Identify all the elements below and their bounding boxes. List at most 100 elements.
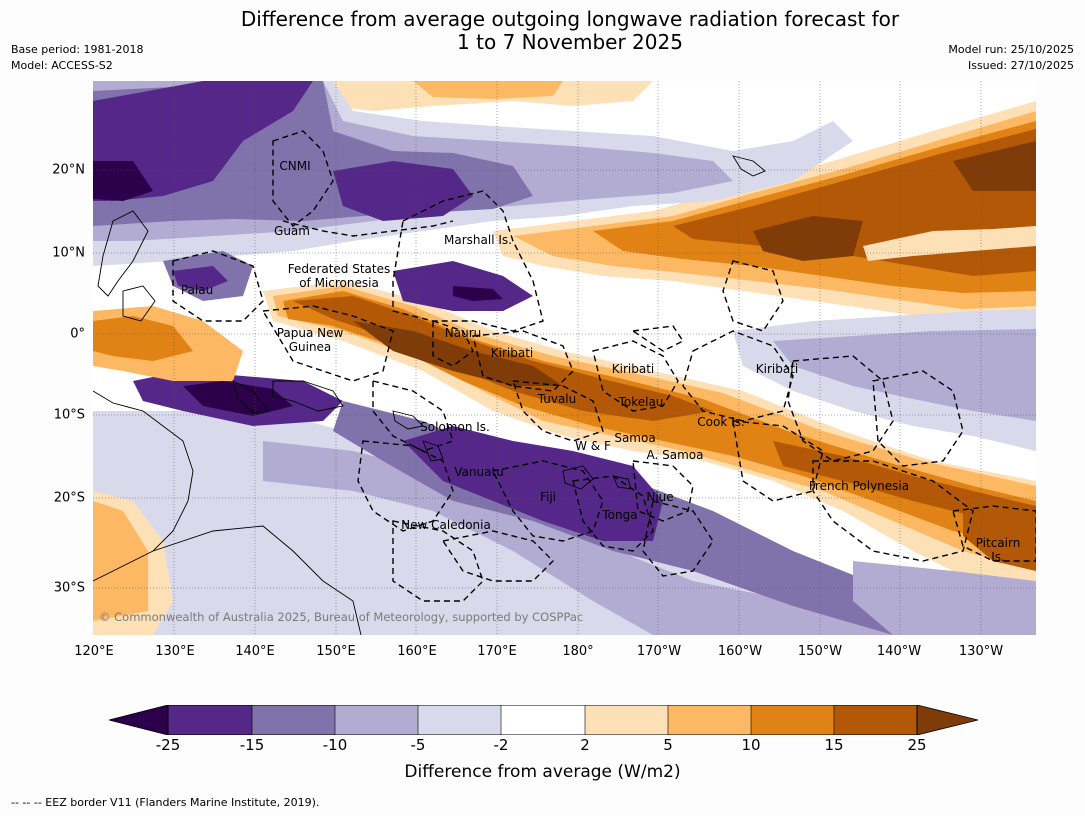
lon-label-160e: 160°E <box>397 644 437 659</box>
colorbar-segment-7 <box>668 705 751 735</box>
base-period: Base period: 1981-2018 <box>11 43 144 56</box>
eez-borders <box>172 130 1036 602</box>
region-label-cnmi: CNMI <box>279 159 311 173</box>
map-credit: © Commonwealth of Australia 2025, Bureau… <box>99 610 583 624</box>
pitcairn-line2: Is. <box>991 550 1005 564</box>
region-label-tuvalu: Tuvalu <box>537 392 577 406</box>
colorbar-tick-label: -5 <box>410 736 426 754</box>
region-label-micronesia: Federated States of Micronesia <box>288 262 390 290</box>
colorbar-segment-4 <box>418 705 501 735</box>
micronesia-line2: of Micronesia <box>299 276 379 290</box>
colorbar-tick-label: 25 <box>907 736 927 754</box>
coastlines <box>93 155 766 635</box>
region-label-tonga: Tonga <box>602 508 638 522</box>
png-line2: Guinea <box>288 340 332 354</box>
colorbar-tick-label: -10 <box>322 736 348 754</box>
region-label-palau: Palau <box>180 283 214 297</box>
purple-nw-core <box>93 81 313 201</box>
region-label-french-polynesia: French Polynesia <box>808 479 910 493</box>
region-label-pitcairn: Pitcairn Is. <box>976 536 1021 564</box>
colorbar-segment-9 <box>834 705 917 735</box>
meta-right: Model run: 25/10/2025 Issued: 27/10/2025 <box>948 42 1074 74</box>
lon-label-120e: 120°E <box>74 644 114 659</box>
region-label-american-samoa: A. Samoa <box>646 448 704 462</box>
model-name: Model: ACCESS-S2 <box>11 59 113 72</box>
lon-label-180: 180° <box>562 644 594 659</box>
region-label-papua-new-guinea: Papua New Guinea <box>277 326 344 354</box>
orange-spcz-deep <box>353 321 563 386</box>
colorbar-tick-label: 5 <box>663 736 673 754</box>
purple-cnmi-core <box>333 161 473 221</box>
region-label-marshall-islands: Marshall Is. <box>444 233 512 247</box>
colorbar-tick-label: -25 <box>155 736 181 754</box>
region-label-wallis-futuna: W & F <box>575 439 611 453</box>
region-label-samoa: Samoa <box>614 431 656 445</box>
lon-label-140w: 140°W <box>876 644 922 659</box>
colorbar-svg <box>108 704 979 736</box>
lat-label-10n: 10°N <box>52 245 85 261</box>
orange-north-deep-east <box>953 141 1036 191</box>
purple-marshall-deep <box>453 286 503 301</box>
lat-label-20n: 20°N <box>52 162 85 178</box>
map-title-line1: Difference from average outgoing longwav… <box>240 7 900 31</box>
lat-label-20s: 20°S <box>53 490 85 506</box>
orange-north-deep <box>753 216 863 261</box>
lon-label-140e: 140°E <box>235 644 275 659</box>
region-label-kiribati-east: Kiribati <box>755 362 799 376</box>
lon-label-160w: 160°W <box>717 644 763 659</box>
colorbar <box>108 704 979 736</box>
colorbar-tick-label: 2 <box>580 736 590 754</box>
map-canvas: © Commonwealth of Australia 2025, Bureau… <box>93 81 1036 635</box>
region-label-solomon-islands: Solomon Is. <box>420 420 490 434</box>
colorbar-segment-min <box>108 704 169 736</box>
region-label-niue: Niue <box>646 490 674 504</box>
colorbar-tick-label: -2 <box>493 736 509 754</box>
purple-pitcairn-south <box>853 561 1036 635</box>
lon-label-130w: 130°W <box>958 644 1004 659</box>
white-streak-north <box>863 226 1036 261</box>
colorbar-tick-label: -15 <box>239 736 265 754</box>
micronesia-line1: Federated States <box>287 262 391 276</box>
lon-label-170e: 170°E <box>477 644 517 659</box>
colorbar-segment-6 <box>585 705 668 735</box>
colorbar-tick-label: 10 <box>741 736 761 754</box>
colorbar-label: Difference from average (W/m2) <box>404 762 681 782</box>
lat-label-10s: 10°S <box>53 407 85 423</box>
lat-label-30s: 30°S <box>53 580 85 596</box>
orange-top-center-mid <box>413 81 563 99</box>
colorbar-segment-2 <box>252 705 335 735</box>
region-label-cook-islands: Cook Is. <box>697 415 745 429</box>
orange-sw-corner-mid <box>93 501 148 621</box>
lon-label-170w: 170°W <box>636 644 682 659</box>
lat-label-equator: 0° <box>70 326 85 342</box>
orange-west-edge-core <box>93 316 193 361</box>
graticule <box>93 81 1036 635</box>
purple-nw-deep <box>93 161 153 201</box>
region-label-nauru: Nauru <box>444 326 482 340</box>
lon-label-130e: 130°E <box>155 644 195 659</box>
lon-label-150w: 150°W <box>797 644 843 659</box>
issued-date: Issued: 27/10/2025 <box>967 59 1074 72</box>
colorbar-segment-1 <box>168 705 252 735</box>
region-label-guam: Guam <box>274 224 310 238</box>
png-line1: Papua New <box>276 326 344 340</box>
colorbar-segment-max <box>916 704 979 736</box>
model-run: Model run: 25/10/2025 <box>948 43 1074 56</box>
region-label-kiribati-west: Kiribati <box>490 346 534 360</box>
purple-vanuatu-core <box>403 426 663 541</box>
lon-label-150e: 150°E <box>316 644 356 659</box>
olr-anomaly-map: © Commonwealth of Australia 2025, Bureau… <box>93 81 1036 635</box>
region-label-fiji: Fiji <box>539 490 557 504</box>
map-title-line2: 1 to 7 November 2025 <box>457 30 683 54</box>
map-title: Difference from average outgoing longwav… <box>0 8 1085 54</box>
colorbar-segment-3 <box>335 705 418 735</box>
region-label-vanuatu: Vanuatu <box>454 465 504 479</box>
orange-fp-core <box>773 441 1036 526</box>
eez-footnote: -- -- -- EEZ border V11 (Flanders Marine… <box>11 796 320 809</box>
pitcairn-line1: Pitcairn <box>975 536 1021 550</box>
purple-palau-core <box>173 266 228 291</box>
colorbar-tick-label: 15 <box>824 736 844 754</box>
region-label-kiribati-central: Kiribati <box>611 362 655 376</box>
region-label-tokelau: Tokelau <box>618 395 664 409</box>
region-label-new-caledonia: New Caledonia <box>401 518 491 532</box>
